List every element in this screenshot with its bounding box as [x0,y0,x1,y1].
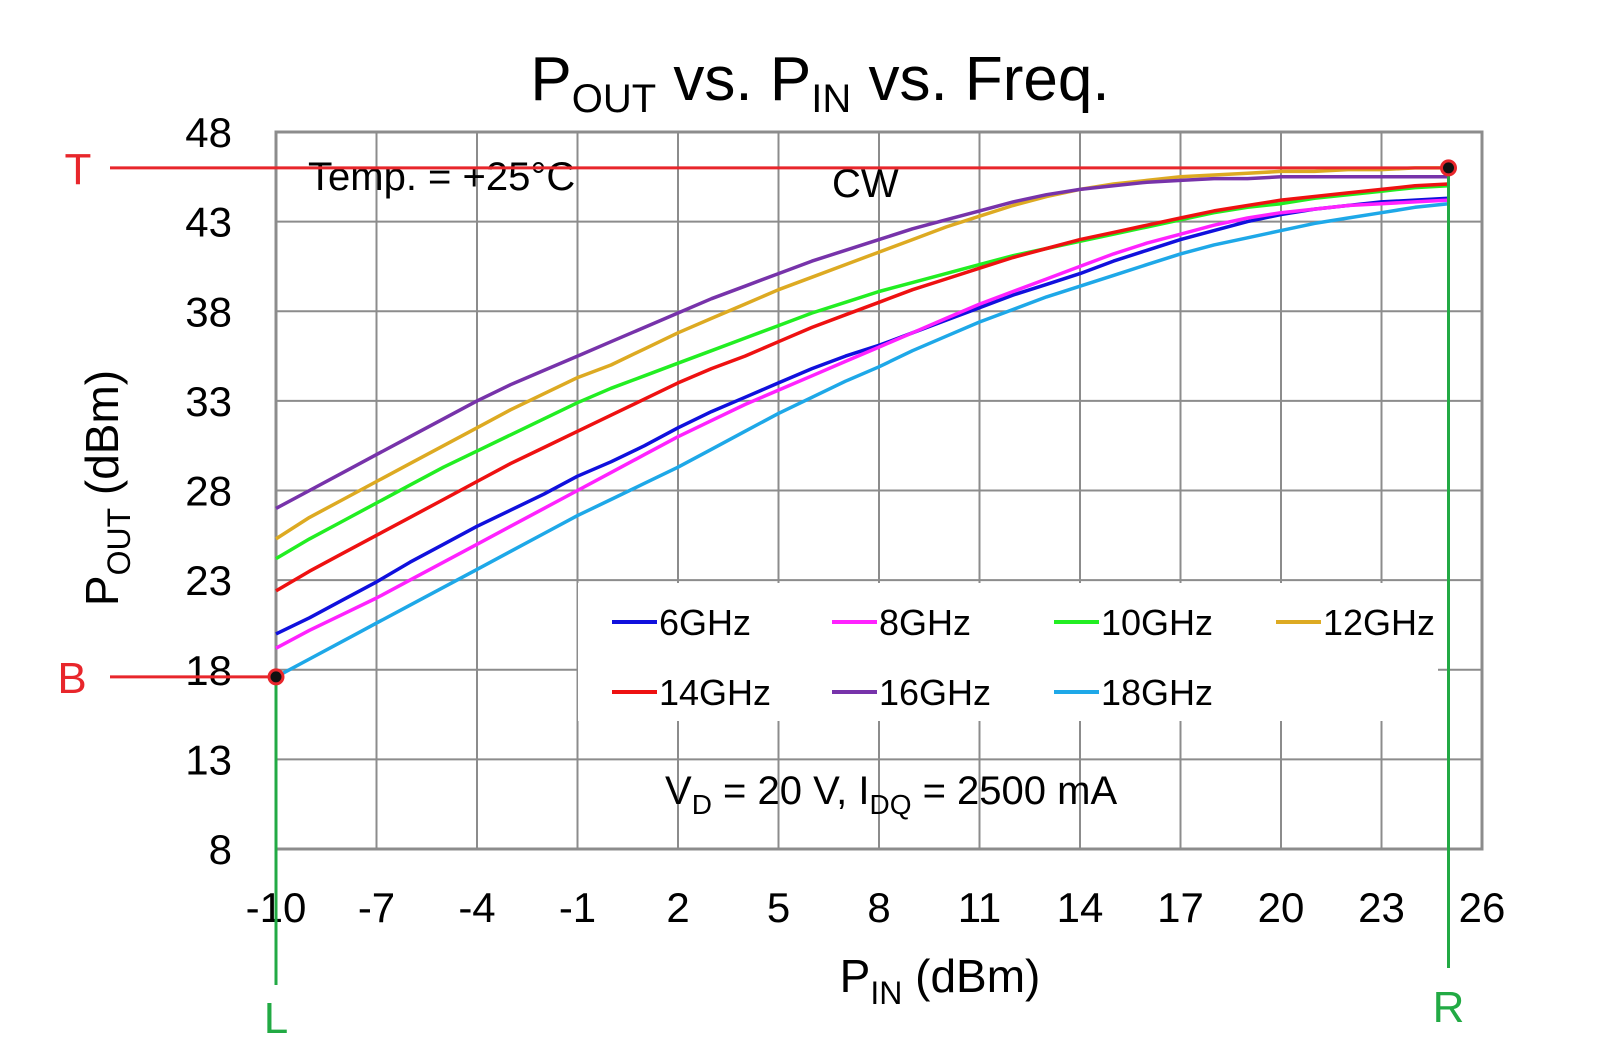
x-tick-label: -1 [559,884,596,931]
x-tick-label: 2 [666,884,689,931]
y-tick-label: 23 [185,557,232,604]
y-tick-label: 43 [185,199,232,246]
legend-label-6ghz: 6GHz [659,602,751,643]
bias-annotation: VD = 20 V, IDQ = 2500 mA [665,769,1117,820]
x-axis-title: PIN (dBm) [840,950,1041,1011]
legend-label-8ghz: 8GHz [879,602,971,643]
series-line-12ghz [275,166,1449,541]
y-tick-label: 18 [185,647,232,694]
x-tick-label: 8 [867,884,890,931]
legend-label-10ghz: 10GHz [1101,602,1213,643]
marker-label-r: R [1433,983,1465,1032]
series-line-14ghz [275,182,1449,593]
x-tick-label: -4 [458,884,495,931]
series-line-6ghz [275,196,1449,636]
legend-label-12ghz: 12GHz [1323,602,1435,643]
y-tick-label: 38 [185,288,232,335]
x-tick-label: 14 [1057,884,1104,931]
marker-point-bl [267,668,285,686]
series-line-10ghz [275,184,1449,561]
tick-labels: -10 -7 -4 -1 2 5 8 11 14 17 20 23 268131823283338434… [185,109,1505,931]
legend-label-14ghz: 14GHz [659,672,771,713]
y-axis-title: POUT (dBm) [76,370,137,606]
reference-markers: T B L R [57,145,1464,1043]
plot-area-frame [274,130,1484,851]
marker-label-b: B [57,654,86,703]
temperature-annotation: Temp. = +25°C [308,155,575,199]
series-lines [275,166,1449,679]
y-tick-label: 28 [185,468,232,515]
chart-title: POUT vs. PIN vs. Freq. [530,45,1109,121]
y-tick-label: 48 [185,109,232,156]
legend-label-16ghz: 16GHz [879,672,991,713]
y-tick-label: 8 [209,826,232,873]
marker-label-l: L [264,994,288,1043]
x-tick-label: 20 [1258,884,1305,931]
x-tick-label: 23 [1358,884,1405,931]
x-tick-label: 5 [767,884,790,931]
series-line-8ghz [275,198,1449,650]
y-tick-label: 33 [185,378,232,425]
legend-label-18ghz: 18GHz [1101,672,1213,713]
marker-label-t: T [65,145,92,194]
legend: 6GHz 8GHz 10GHz 12GHz 14GHz 16GHz 18GHz [578,583,1438,721]
x-tick-label: 17 [1157,884,1204,931]
x-tick-label: 11 [958,884,1002,931]
series-line-18ghz [275,201,1449,679]
series-line-16ghz [275,175,1449,510]
x-tick-label: -7 [358,884,395,931]
marker-point-tr [1440,159,1457,177]
legend-background [578,583,1438,721]
x-tick-label: 26 [1459,884,1506,931]
y-tick-label: 13 [185,736,232,783]
